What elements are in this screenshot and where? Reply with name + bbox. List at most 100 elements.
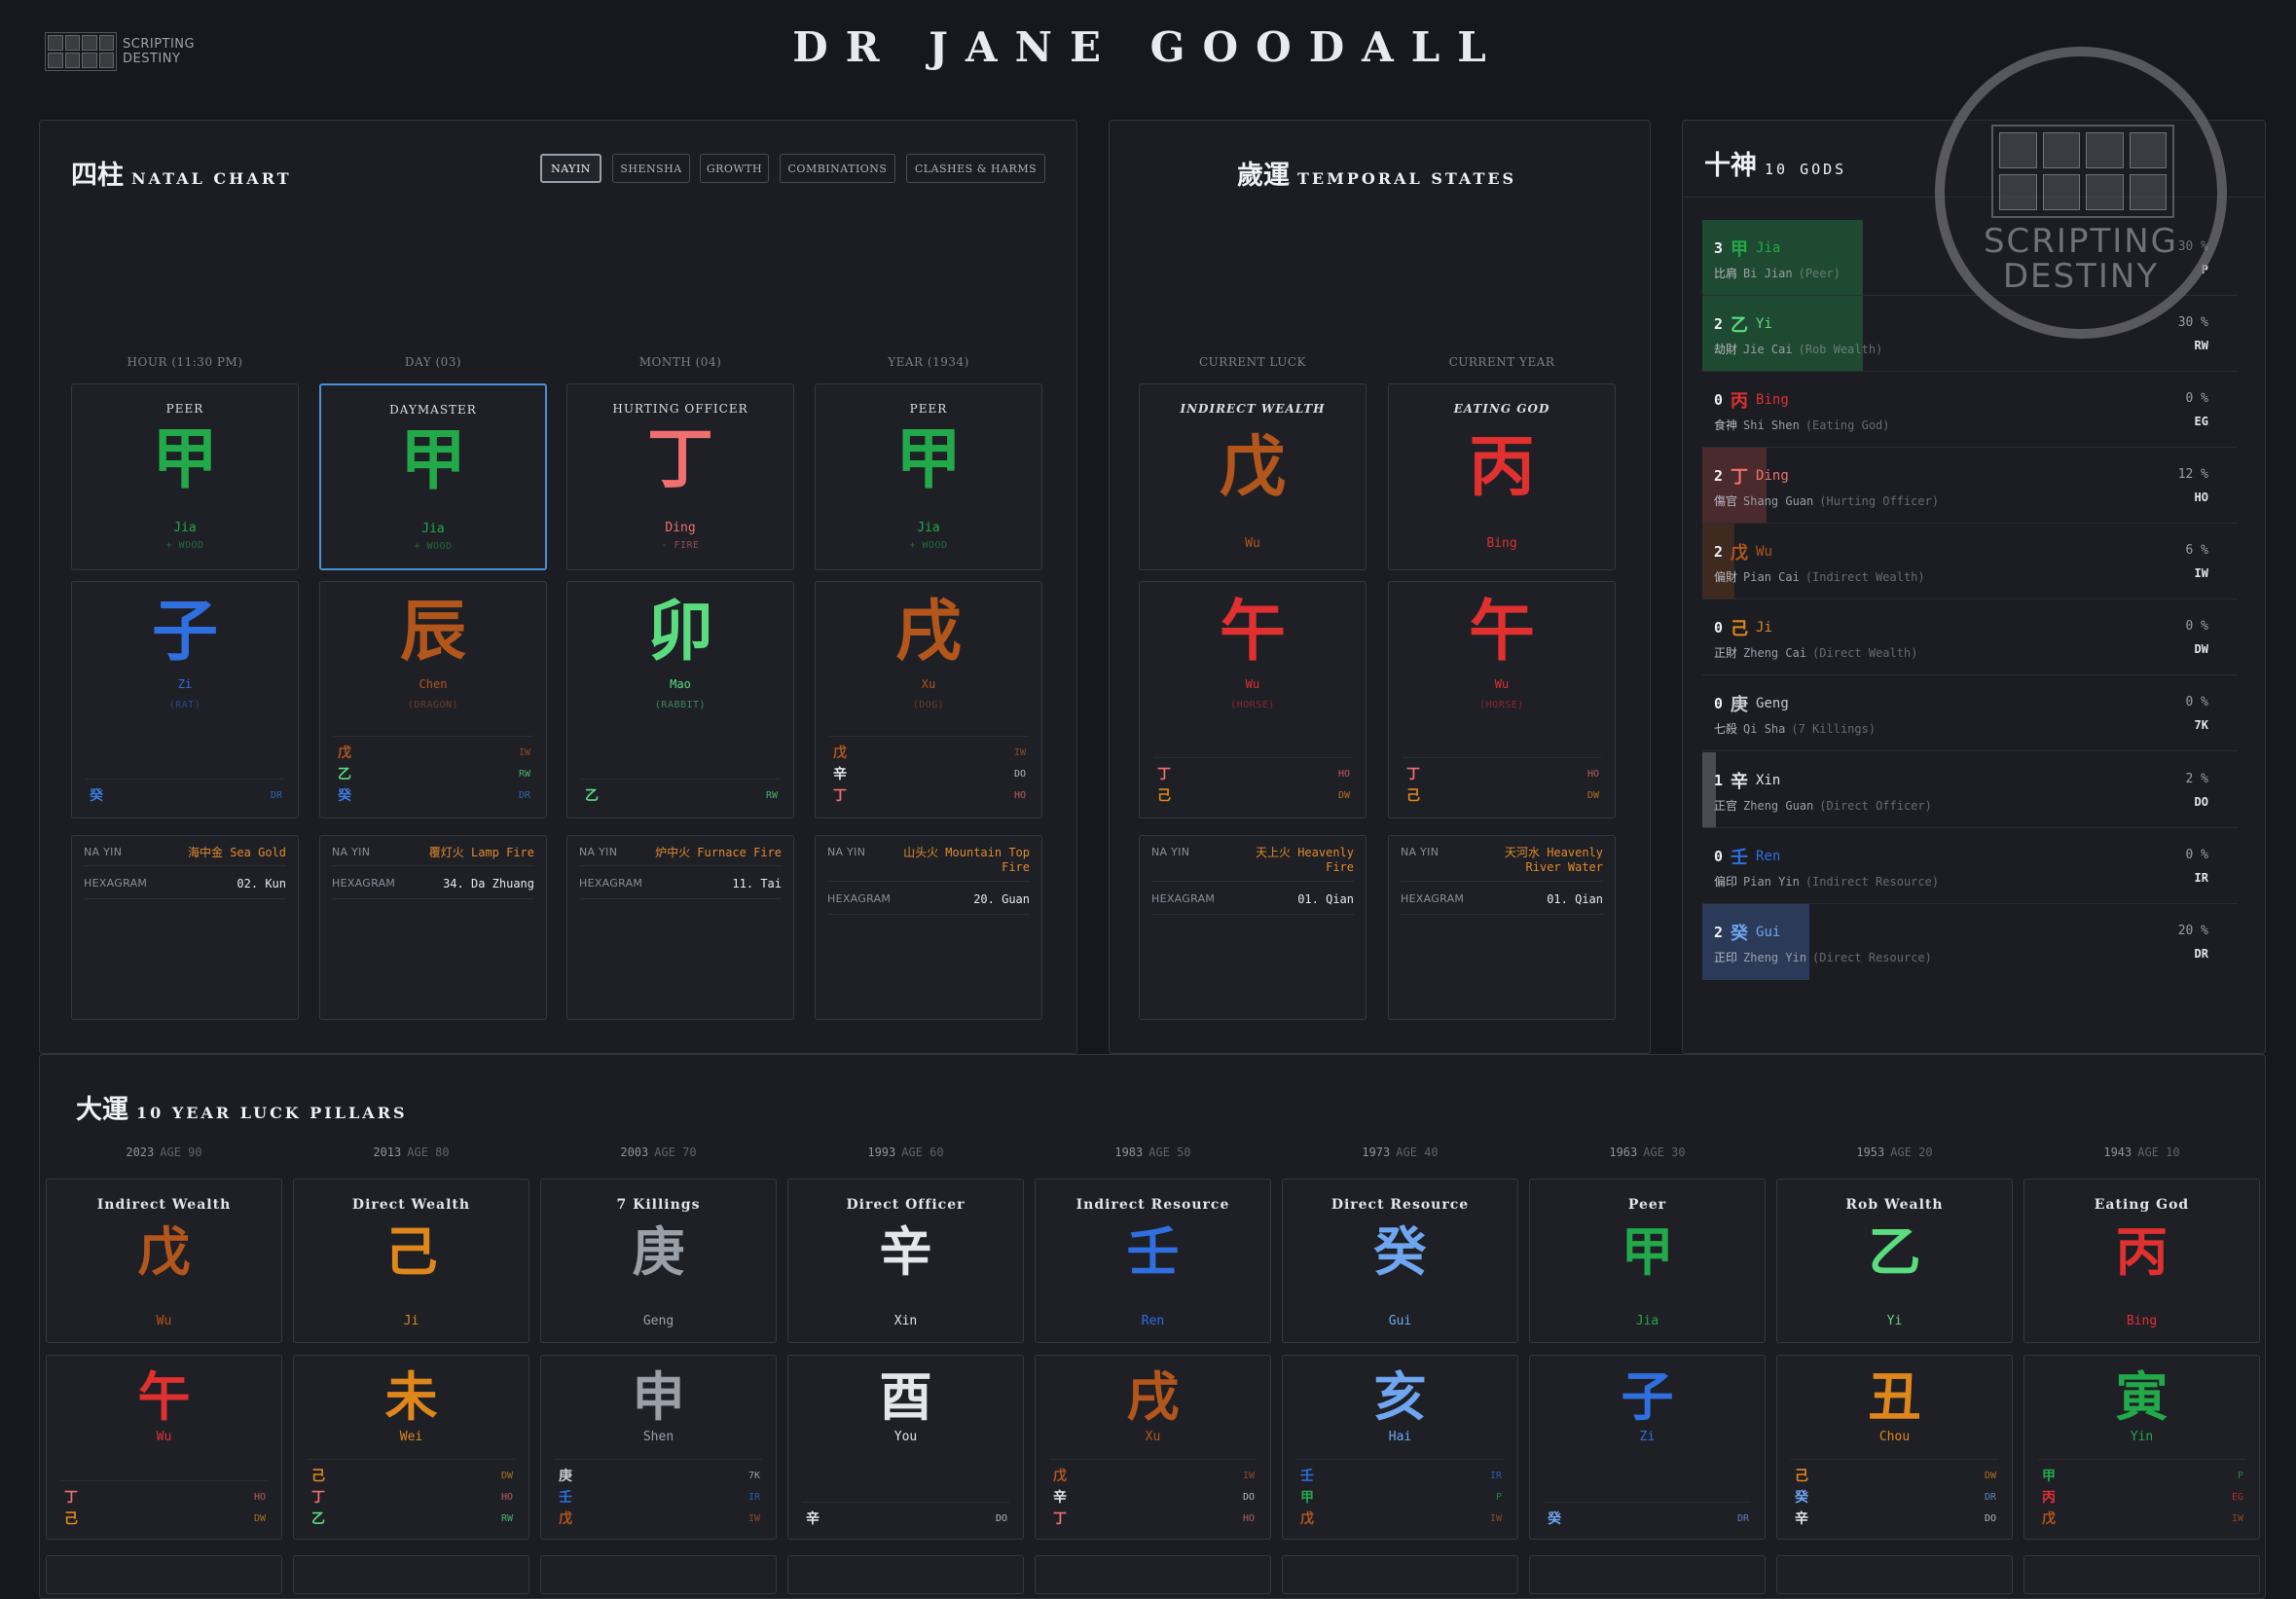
logo[interactable]: SCRIPTING DESTINY <box>45 31 210 72</box>
tab-shensha[interactable]: SHENSHA <box>612 154 690 183</box>
tab-nayin[interactable]: NAYIN <box>540 154 601 183</box>
earthly-branch: 酉 <box>879 1366 932 1428</box>
nayin-label: NA YIN <box>332 846 371 858</box>
nayin-row: NA YIN 炉中火 Furnace Fire <box>579 846 782 860</box>
heavenly-stem: 乙 <box>1868 1221 1921 1283</box>
luck-branch-card[interactable]: 午 Wu 丁 HO 己 DW <box>46 1355 282 1540</box>
natal-hidden-stem: 戊 IW <box>338 742 530 763</box>
temporal-pillar-label: CURRENT LUCK <box>1198 355 1306 369</box>
ten-god-row[interactable]: 3 甲 Jia 比肩 Bi Jian (Peer) 30 % P <box>1702 220 2238 296</box>
natal-stem-card[interactable]: PEER 甲 Jia + WOOD <box>815 383 1042 570</box>
ten-god-glyph: 辛 <box>1731 772 1749 792</box>
luck-stem-card[interactable]: Direct Officer 辛 Xin <box>787 1179 1024 1343</box>
tab-growth[interactable]: GROWTH <box>700 154 769 183</box>
luck-stem-card[interactable]: Peer 甲 Jia <box>1529 1179 1766 1343</box>
luck-branch-card[interactable]: 亥 Hai 壬 IR 甲 P 戊 IW <box>1282 1355 1518 1540</box>
heavenly-stem: 甲 <box>399 422 466 499</box>
ten-god-row[interactable]: 0 己 Ji 正財 Zheng Cai (Direct Wealth) 0 % DW <box>1702 600 2238 675</box>
hidden-stem-glyph: 辛 <box>1053 1490 1067 1506</box>
earthly-branch: 戌 <box>894 594 962 671</box>
stem-element: + WOOD <box>909 540 948 551</box>
ten-god-divider <box>1702 447 2238 448</box>
luck-hidden-stem: 乙 RW <box>311 1508 513 1529</box>
ten-god-count: 0 <box>1714 695 1724 712</box>
luck-stem-card[interactable]: Indirect Wealth 戊 Wu <box>46 1179 282 1343</box>
ten-god-chinese: 傷官 <box>1714 494 1738 508</box>
luck-branch-card[interactable]: 未 Wei 己 DW 丁 HO 乙 RW <box>293 1355 529 1540</box>
luck-pillar-year: 1943 AGE 10 <box>2023 1145 2260 1159</box>
hidden-stems-divider <box>1544 1502 1751 1503</box>
luck-branch-card[interactable]: 寅 Yin 甲 P 丙 EG 戊 IW <box>2023 1355 2260 1540</box>
hidden-stem-abbr: P <box>2237 1470 2243 1481</box>
ten-god-row[interactable]: 2 癸 Gui 正印 Zheng Yin (Direct Resource) 20 % DR <box>1702 904 2238 980</box>
nayin-divider <box>827 881 1030 882</box>
ten-god-percent: 0 % <box>2185 695 2208 709</box>
natal-stem-card[interactable]: DAYMASTER 甲 Jia + WOOD <box>319 383 547 570</box>
ten-god-row[interactable]: 0 壬 Ren 偏印 Pian Yin (Indirect Resource) 0 % IR <box>1702 828 2238 904</box>
ten-god-row[interactable]: 2 丁 Ding 傷官 Shang Guan (Hurting Officer) 12 % H… <box>1702 448 2238 524</box>
ten-god-row[interactable]: 0 丙 Bing 食神 Shi Shen (Eating God) 0 % EG <box>1702 372 2238 448</box>
branch-name: Wei <box>399 1430 423 1444</box>
ten-god-row[interactable]: 2 戊 Wu 偏財 Pian Cai (Indirect Wealth) 6 % IW <box>1702 524 2238 600</box>
hidden-stem-glyph: 戊 <box>833 745 847 761</box>
natal-stem-card[interactable]: HURTING OFFICER 丁 Ding - FIRE <box>566 383 794 570</box>
luck-age: AGE 10 <box>2137 1145 2180 1159</box>
ten-god-row[interactable]: 2 乙 Yi 劫財 Jie Cai (Rob Wealth) 30 % RW <box>1702 296 2238 372</box>
hidden-stems-divider <box>829 736 1028 737</box>
luck-hidden-stem: 壬 IR <box>1300 1465 1502 1486</box>
luck-stem-card[interactable]: Indirect Resource 壬 Ren <box>1035 1179 1271 1343</box>
temporal-branch-card[interactable]: 午 Wu (HORSE) 丁 HO 己 DW <box>1388 581 1616 818</box>
hidden-stem-glyph: 己 <box>1406 788 1420 804</box>
temporal-branch-card[interactable]: 午 Wu (HORSE) 丁 HO 己 DW <box>1139 581 1367 818</box>
natal-branch-card[interactable]: 辰 Chen (DRAGON) 戊 IW 乙 RW 癸 DR <box>319 581 547 818</box>
hexagram-divider <box>332 898 534 899</box>
watermark: SCRIPTING DESTINY <box>1935 47 2227 339</box>
tab-combinations[interactable]: COMBINATIONS <box>780 154 895 183</box>
luck-stem-card[interactable]: 7 Killings 庚 Geng <box>540 1179 777 1343</box>
ten-god-romanized: Pian Cai <box>1743 570 1800 584</box>
ten-god-role: Peer <box>1627 1197 1667 1213</box>
ten-god-glyph: 壬 <box>1731 848 1749 868</box>
heavenly-stem: 甲 <box>151 421 218 498</box>
luck-stem-card[interactable]: Rob Wealth 乙 Yi <box>1776 1179 2013 1343</box>
temporal-stem-card[interactable]: INDIRECT WEALTH 戊 Wu <box>1139 383 1367 570</box>
luck-pillar-year: 1983 AGE 50 <box>1035 1145 1271 1159</box>
ten-god-description: 劫財 Jie Cai (Rob Wealth) <box>1714 341 1882 357</box>
luck-branch-card[interactable]: 酉 You 辛 DO <box>787 1355 1024 1540</box>
temporal-stem-card[interactable]: EATING GOD 丙 Bing <box>1388 383 1616 570</box>
luck-pillar-year: 2023 AGE 90 <box>46 1145 282 1159</box>
luck-branch-card[interactable]: 申 Shen 庚 7K 壬 IR 戊 IW <box>540 1355 777 1540</box>
luck-branch-card[interactable]: 丑 Chou 己 DW 癸 DR 辛 DO <box>1776 1355 2013 1540</box>
natal-hidden-stem: 乙 RW <box>338 763 530 784</box>
hidden-stem-abbr: DR <box>1736 1512 1749 1524</box>
natal-branch-card[interactable]: 子 Zi (RAT) 癸 DR <box>71 581 299 818</box>
natal-branch-card[interactable]: 卯 Mao (RABBIT) 乙 RW <box>566 581 794 818</box>
hexagram-row: HEXAGRAM 11. Tai <box>579 877 782 890</box>
ten-god-percent: 30 % <box>2177 315 2208 330</box>
hidden-stem-glyph: 癸 <box>338 788 351 804</box>
temporal-hidden-stem: 己 DW <box>1157 784 1350 806</box>
ten-god-row[interactable]: 0 庚 Geng 七殺 Qi Sha (7 Killings) 0 % 7K <box>1702 675 2238 751</box>
ten-god-row[interactable]: 1 辛 Xin 正官 Zheng Guan (Direct Officer) 2 % DO <box>1702 752 2238 828</box>
ten-god-chinese: 比肩 <box>1714 267 1738 280</box>
natal-branch-card[interactable]: 戌 Xu (DOG) 戊 IW 辛 DO 丁 HO <box>815 581 1042 818</box>
temporal-nayin-card: NA YIN 天上火 Heavenly Fire HEXAGRAM 01. Qian <box>1139 835 1367 1020</box>
luck-branch-card[interactable]: 子 Zi 癸 DR <box>1529 1355 1766 1540</box>
natal-hidden-stem: 乙 RW <box>585 784 778 806</box>
ten-god-bar <box>1702 904 1809 980</box>
luck-pillar-year: 1963 AGE 30 <box>1529 1145 1766 1159</box>
ten-god-chinese: 正官 <box>1714 799 1738 813</box>
luck-stem-card[interactable]: Direct Wealth 己 Ji <box>293 1179 529 1343</box>
luck-year: 1943 <box>2103 1145 2132 1159</box>
tab-clashes-harms[interactable]: CLASHES & HARMS <box>906 154 1045 183</box>
ten-god-count: 1 <box>1714 772 1724 789</box>
ten-god-english: (Indirect Wealth) <box>1804 570 1925 584</box>
ten-god-abbr: RW <box>2194 339 2208 352</box>
luck-stem-card[interactable]: Direct Resource 癸 Gui <box>1282 1179 1518 1343</box>
stem-name: Jia <box>917 521 940 535</box>
luck-branch-card[interactable]: 戌 Xu 戊 IW 辛 DO 丁 HO <box>1035 1355 1271 1540</box>
stem-name: Jia <box>421 522 445 536</box>
luck-stem-card[interactable]: Eating God 丙 Bing <box>2023 1179 2260 1343</box>
ten-god-description: 傷官 Shang Guan (Hurting Officer) <box>1714 492 1939 509</box>
natal-stem-card[interactable]: PEER 甲 Jia + WOOD <box>71 383 299 570</box>
